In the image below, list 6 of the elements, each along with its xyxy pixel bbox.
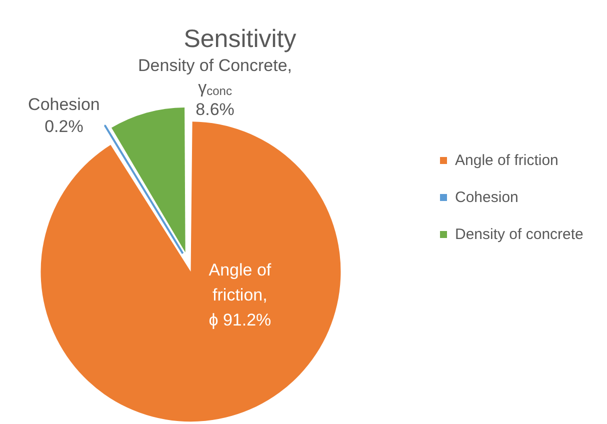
legend-label: Density of concrete	[455, 226, 584, 242]
data-label: Angle of friction, ϕ 91.2%	[208, 260, 272, 330]
data-label: Cohesion 0.2%	[28, 94, 100, 136]
legend-label: Angle of friction	[455, 152, 558, 168]
legend-label: Cohesion	[455, 188, 518, 206]
chart-title: Sensitivity	[182, 25, 298, 53]
